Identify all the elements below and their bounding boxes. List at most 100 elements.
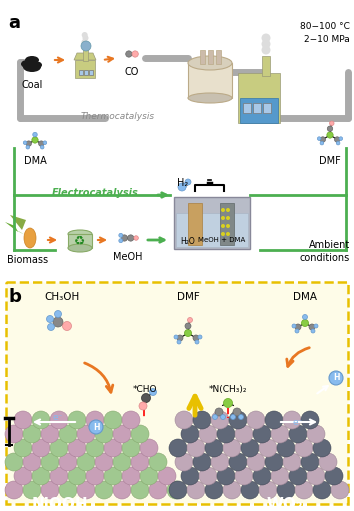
Circle shape xyxy=(314,324,318,328)
Circle shape xyxy=(119,239,123,243)
Ellipse shape xyxy=(23,62,41,72)
Circle shape xyxy=(187,439,205,457)
Circle shape xyxy=(311,329,315,333)
Circle shape xyxy=(295,481,313,499)
Circle shape xyxy=(187,481,205,499)
Circle shape xyxy=(104,439,122,457)
Circle shape xyxy=(223,481,241,499)
Circle shape xyxy=(271,467,289,485)
Circle shape xyxy=(193,453,211,471)
Circle shape xyxy=(307,467,325,485)
Circle shape xyxy=(14,411,32,429)
Text: Electrocatalysis: Electrocatalysis xyxy=(52,188,138,198)
Text: 80−100 °C
2−10 MPa: 80−100 °C 2−10 MPa xyxy=(300,22,350,43)
Circle shape xyxy=(175,453,193,471)
Circle shape xyxy=(319,453,337,471)
Bar xyxy=(263,103,271,113)
Text: H: H xyxy=(333,374,339,383)
Circle shape xyxy=(140,439,158,457)
Circle shape xyxy=(327,126,333,131)
Circle shape xyxy=(235,467,253,485)
Circle shape xyxy=(313,481,331,499)
Ellipse shape xyxy=(188,56,232,70)
Circle shape xyxy=(158,467,176,485)
Circle shape xyxy=(226,208,230,212)
Circle shape xyxy=(205,439,223,457)
Bar xyxy=(188,203,202,245)
Circle shape xyxy=(195,340,199,344)
Circle shape xyxy=(5,453,23,471)
Bar xyxy=(84,70,88,75)
FancyBboxPatch shape xyxy=(6,282,348,504)
Circle shape xyxy=(259,481,277,499)
Bar xyxy=(89,70,93,75)
Circle shape xyxy=(47,323,55,331)
Circle shape xyxy=(131,481,149,499)
Circle shape xyxy=(142,393,150,403)
Circle shape xyxy=(104,467,122,485)
Circle shape xyxy=(81,39,87,45)
Ellipse shape xyxy=(68,244,92,252)
Circle shape xyxy=(226,216,230,220)
Circle shape xyxy=(149,453,167,471)
Circle shape xyxy=(95,425,113,443)
Circle shape xyxy=(320,137,325,142)
Circle shape xyxy=(169,439,187,457)
Circle shape xyxy=(55,311,62,317)
Polygon shape xyxy=(12,228,25,235)
Ellipse shape xyxy=(68,230,92,238)
Bar xyxy=(253,103,261,113)
Text: CO: CO xyxy=(125,67,139,77)
Circle shape xyxy=(320,142,324,145)
Circle shape xyxy=(121,235,127,241)
Circle shape xyxy=(77,453,95,471)
Circle shape xyxy=(126,51,132,57)
Circle shape xyxy=(104,411,122,429)
Circle shape xyxy=(226,232,230,236)
Circle shape xyxy=(309,324,315,330)
Circle shape xyxy=(215,408,223,416)
Circle shape xyxy=(262,34,270,42)
Circle shape xyxy=(335,137,340,142)
Circle shape xyxy=(198,335,202,339)
Circle shape xyxy=(178,183,186,191)
Circle shape xyxy=(5,481,23,499)
Text: Ambient
conditions: Ambient conditions xyxy=(300,240,350,263)
Circle shape xyxy=(63,321,72,331)
Circle shape xyxy=(86,439,104,457)
Circle shape xyxy=(41,453,59,471)
Text: CH₃OH: CH₃OH xyxy=(44,292,80,302)
Circle shape xyxy=(331,481,349,499)
Text: *CHO: *CHO xyxy=(133,385,157,394)
Bar xyxy=(75,60,95,78)
Circle shape xyxy=(26,146,30,149)
Circle shape xyxy=(14,439,32,457)
Circle shape xyxy=(327,132,333,138)
Circle shape xyxy=(169,481,187,499)
Polygon shape xyxy=(5,222,18,232)
Circle shape xyxy=(81,41,91,51)
Circle shape xyxy=(295,324,301,330)
Ellipse shape xyxy=(25,56,39,64)
Text: NiOOH: NiOOH xyxy=(32,497,88,511)
Circle shape xyxy=(184,330,192,337)
Circle shape xyxy=(185,323,191,329)
Circle shape xyxy=(301,453,319,471)
Text: Coal: Coal xyxy=(21,80,43,90)
Circle shape xyxy=(177,340,181,344)
Bar xyxy=(207,50,212,64)
Circle shape xyxy=(229,453,247,471)
Circle shape xyxy=(241,439,259,457)
Circle shape xyxy=(329,371,343,385)
Text: DMA: DMA xyxy=(293,292,317,302)
Circle shape xyxy=(113,425,131,443)
Bar xyxy=(68,234,92,248)
Bar xyxy=(216,50,221,64)
Bar xyxy=(0,0,354,278)
Circle shape xyxy=(95,453,113,471)
Circle shape xyxy=(86,467,104,485)
Circle shape xyxy=(185,179,191,185)
Circle shape xyxy=(217,467,235,485)
Circle shape xyxy=(5,425,23,443)
Text: *N(CH₃)₂: *N(CH₃)₂ xyxy=(209,385,247,394)
